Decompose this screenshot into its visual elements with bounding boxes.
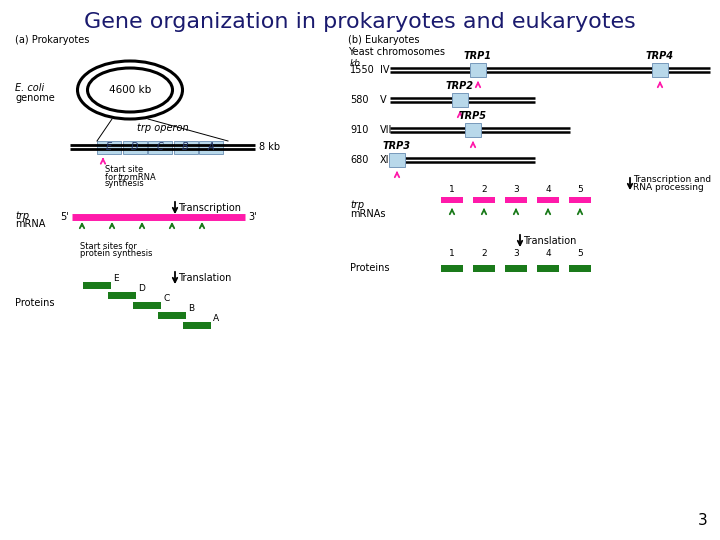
- Text: 580: 580: [350, 95, 369, 105]
- Text: 3: 3: [513, 249, 519, 258]
- Text: mRNA: mRNA: [15, 219, 45, 229]
- Bar: [83, 281, 111, 288]
- Ellipse shape: [78, 61, 182, 119]
- Bar: [569, 197, 591, 203]
- Text: protein synthesis: protein synthesis: [80, 249, 153, 258]
- Text: E: E: [113, 274, 119, 283]
- Bar: [473, 197, 495, 203]
- Text: trp: trp: [350, 200, 364, 210]
- Text: Proteins: Proteins: [350, 263, 390, 273]
- Bar: [97, 140, 121, 153]
- Text: trp: trp: [117, 172, 129, 181]
- Text: D: D: [131, 142, 138, 152]
- Bar: [199, 140, 223, 153]
- Text: Translation: Translation: [523, 236, 577, 246]
- Bar: [505, 265, 527, 272]
- Text: 3': 3': [248, 212, 256, 222]
- Text: 3: 3: [698, 513, 708, 528]
- Text: 2: 2: [481, 249, 487, 258]
- Bar: [441, 265, 463, 272]
- Text: kb: kb: [350, 59, 361, 68]
- Text: 5': 5': [60, 212, 69, 222]
- Bar: [465, 123, 481, 137]
- Text: Gene organization in prokaryotes and eukaryotes: Gene organization in prokaryotes and euk…: [84, 12, 636, 32]
- Bar: [452, 93, 468, 107]
- Text: B: B: [188, 304, 194, 313]
- Text: E: E: [106, 142, 112, 152]
- Text: (b) Eukaryotes: (b) Eukaryotes: [348, 35, 420, 45]
- Text: TRP3: TRP3: [383, 141, 411, 151]
- Text: VII: VII: [380, 125, 392, 135]
- Bar: [133, 301, 161, 308]
- Text: V: V: [380, 95, 387, 105]
- Bar: [148, 140, 172, 153]
- Text: 1: 1: [449, 249, 455, 258]
- Text: D: D: [138, 284, 145, 293]
- Text: mRNAs: mRNAs: [350, 209, 385, 219]
- Text: A: A: [207, 142, 215, 152]
- Text: Transcription and: Transcription and: [633, 176, 711, 185]
- Text: 910: 910: [350, 125, 369, 135]
- Text: C: C: [163, 294, 169, 303]
- Text: Start site: Start site: [105, 165, 143, 174]
- Text: 1550: 1550: [350, 65, 374, 75]
- Text: 4600 kb: 4600 kb: [109, 85, 151, 95]
- Bar: [158, 312, 186, 319]
- Text: 680: 680: [350, 155, 369, 165]
- Text: synthesis: synthesis: [105, 179, 145, 188]
- Text: TRP2: TRP2: [446, 81, 474, 91]
- Text: 3: 3: [513, 185, 519, 194]
- Text: C: C: [157, 142, 163, 152]
- Text: Translation: Translation: [178, 273, 231, 283]
- Text: TRP4: TRP4: [646, 51, 674, 61]
- Text: TRP1: TRP1: [464, 51, 492, 61]
- Bar: [537, 197, 559, 203]
- Text: E. coli: E. coli: [15, 83, 44, 93]
- Bar: [183, 321, 211, 328]
- Bar: [537, 265, 559, 272]
- Text: TRP5: TRP5: [459, 111, 487, 121]
- Bar: [473, 265, 495, 272]
- Bar: [122, 140, 146, 153]
- Text: 5: 5: [577, 185, 583, 194]
- Text: RNA processing: RNA processing: [633, 184, 703, 192]
- Bar: [470, 63, 486, 77]
- Bar: [505, 197, 527, 203]
- Bar: [569, 265, 591, 272]
- Ellipse shape: [88, 68, 173, 112]
- Text: Transcription: Transcription: [178, 203, 241, 213]
- Text: 2: 2: [481, 185, 487, 194]
- Text: mRNA: mRNA: [127, 172, 156, 181]
- Bar: [174, 140, 197, 153]
- Text: 4: 4: [545, 249, 551, 258]
- Text: Proteins: Proteins: [15, 298, 55, 308]
- Text: Yeast chromosomes: Yeast chromosomes: [348, 47, 445, 57]
- Text: (a) Prokaryotes: (a) Prokaryotes: [15, 35, 89, 45]
- Bar: [441, 197, 463, 203]
- Text: for: for: [105, 172, 120, 181]
- Text: 8 kb: 8 kb: [259, 142, 280, 152]
- Text: 1: 1: [449, 185, 455, 194]
- Text: IV: IV: [380, 65, 390, 75]
- Text: XI: XI: [380, 155, 390, 165]
- Text: trp: trp: [15, 211, 29, 221]
- Text: A: A: [213, 314, 219, 323]
- Bar: [389, 153, 405, 167]
- Text: 5: 5: [577, 249, 583, 258]
- Text: Start sites for: Start sites for: [80, 242, 137, 251]
- Bar: [108, 292, 136, 299]
- Text: trp operon: trp operon: [137, 123, 189, 133]
- Text: 4: 4: [545, 185, 551, 194]
- Text: B: B: [182, 142, 189, 152]
- Bar: [652, 63, 668, 77]
- Text: genome: genome: [15, 93, 55, 103]
